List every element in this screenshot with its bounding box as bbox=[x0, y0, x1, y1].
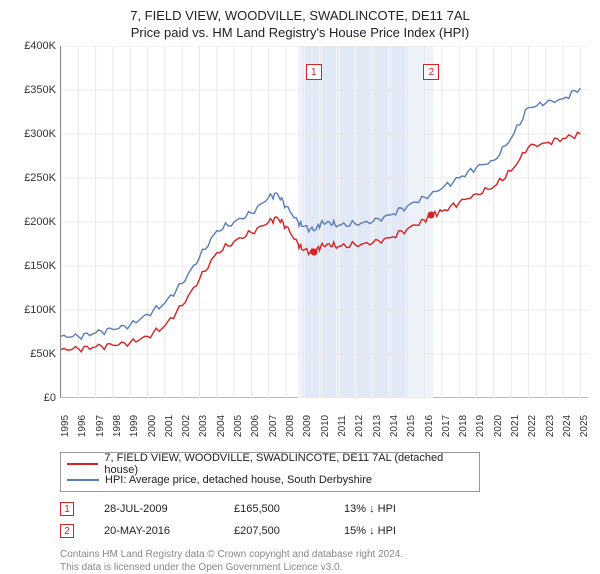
sales-list: 1 28-JUL-2009 £165,500 13% ↓ HPI 2 20-MAY-201… bbox=[60, 498, 588, 542]
y-tick-label: £50K bbox=[30, 348, 56, 360]
x-axis: 1995199619971998199920002001200220032004… bbox=[60, 402, 588, 430]
x-tick-label: 2025 bbox=[579, 415, 590, 437]
legend-label: HPI: Average price, detached house, Sout… bbox=[105, 474, 372, 486]
x-tick-label: 2011 bbox=[337, 415, 348, 437]
x-tick-label: 2021 bbox=[510, 415, 521, 437]
chart-title: 7, FIELD VIEW, WOODVILLE, SWADLINCOTE, D… bbox=[12, 8, 588, 23]
x-tick-label: 2004 bbox=[216, 415, 227, 437]
x-tick-label: 2020 bbox=[493, 415, 504, 437]
chart-area: £0£50K£100K£150K£200K£250K£300K£350K£400… bbox=[12, 46, 588, 426]
x-tick-label: 2024 bbox=[562, 415, 573, 437]
sale-delta: 15% ↓ HPI bbox=[344, 525, 396, 537]
attribution-line: This data is licensed under the Open Gov… bbox=[60, 561, 588, 574]
x-tick-label: 2001 bbox=[164, 415, 175, 437]
x-tick-label: 2012 bbox=[354, 415, 365, 437]
sale-marker-2: 2 bbox=[423, 64, 439, 80]
x-tick-label: 2019 bbox=[475, 415, 486, 437]
x-tick-label: 1999 bbox=[129, 415, 140, 437]
chart-subtitle: Price paid vs. HM Land Registry's House … bbox=[12, 25, 588, 40]
legend-swatch bbox=[67, 479, 99, 481]
x-tick-label: 2007 bbox=[268, 415, 279, 437]
y-tick-label: £250K bbox=[24, 172, 56, 184]
x-tick-label: 2016 bbox=[424, 415, 435, 437]
x-tick-label: 2013 bbox=[372, 415, 383, 437]
x-tick-label: 2005 bbox=[233, 415, 244, 437]
sale-row-marker: 1 bbox=[60, 502, 74, 516]
plot-region: 12 bbox=[60, 46, 588, 398]
x-tick-label: 2000 bbox=[147, 415, 158, 437]
x-tick-label: 2014 bbox=[389, 415, 400, 437]
sale-row-marker: 2 bbox=[60, 524, 74, 538]
legend: 7, FIELD VIEW, WOODVILLE, SWADLINCOTE, D… bbox=[60, 452, 480, 492]
x-tick-label: 2018 bbox=[458, 415, 469, 437]
y-tick-label: £100K bbox=[24, 304, 56, 316]
x-tick-label: 1995 bbox=[60, 415, 71, 437]
x-tick-label: 2022 bbox=[527, 415, 538, 437]
x-tick-label: 2015 bbox=[406, 415, 417, 437]
y-tick-label: £300K bbox=[24, 128, 56, 140]
legend-item: 7, FIELD VIEW, WOODVILLE, SWADLINCOTE, D… bbox=[67, 456, 473, 472]
x-tick-label: 2009 bbox=[302, 415, 313, 437]
sale-row: 1 28-JUL-2009 £165,500 13% ↓ HPI bbox=[60, 498, 588, 520]
x-tick-label: 2006 bbox=[250, 415, 261, 437]
x-tick-label: 2003 bbox=[198, 415, 209, 437]
y-tick-label: £400K bbox=[24, 40, 56, 52]
sale-price: £207,500 bbox=[234, 525, 314, 537]
attribution-line: Contains HM Land Registry data © Crown c… bbox=[60, 548, 588, 561]
attribution: Contains HM Land Registry data © Crown c… bbox=[60, 548, 588, 574]
legend-swatch bbox=[67, 463, 98, 465]
sale-date: 28-JUL-2009 bbox=[104, 503, 204, 515]
sale-date: 20-MAY-2016 bbox=[104, 525, 204, 537]
x-tick-label: 2023 bbox=[545, 415, 556, 437]
x-tick-label: 1996 bbox=[77, 415, 88, 437]
y-tick-label: £200K bbox=[24, 216, 56, 228]
legend-label: 7, FIELD VIEW, WOODVILLE, SWADLINCOTE, D… bbox=[104, 452, 473, 476]
x-tick-label: 2008 bbox=[285, 415, 296, 437]
x-tick-label: 1997 bbox=[95, 415, 106, 437]
x-tick-label: 2010 bbox=[320, 415, 331, 437]
sale-marker-1: 1 bbox=[306, 64, 322, 80]
x-tick-label: 2002 bbox=[181, 415, 192, 437]
sale-dot-2 bbox=[428, 212, 435, 219]
sale-row: 2 20-MAY-2016 £207,500 15% ↓ HPI bbox=[60, 520, 588, 542]
plot-svg bbox=[61, 46, 589, 398]
y-tick-label: £0 bbox=[44, 392, 56, 404]
y-tick-label: £150K bbox=[24, 260, 56, 272]
sale-dot-1 bbox=[310, 249, 317, 256]
sale-price: £165,500 bbox=[234, 503, 314, 515]
x-tick-label: 2017 bbox=[441, 415, 452, 437]
y-tick-label: £350K bbox=[24, 84, 56, 96]
sale-delta: 13% ↓ HPI bbox=[344, 503, 396, 515]
x-tick-label: 1998 bbox=[112, 415, 123, 437]
y-axis: £0£50K£100K£150K£200K£250K£300K£350K£400… bbox=[12, 46, 60, 416]
